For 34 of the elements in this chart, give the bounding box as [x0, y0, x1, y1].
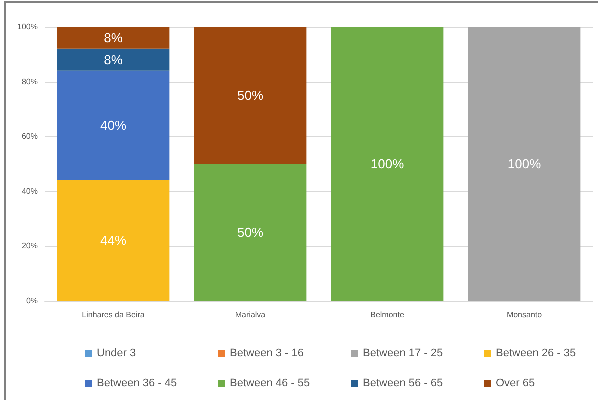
x-tick-label: Marialva: [235, 310, 266, 320]
legend-label: Between 17 - 25: [363, 348, 444, 360]
bar: [468, 27, 581, 301]
bar: [331, 27, 444, 301]
y-tick-label: 20%: [22, 242, 38, 251]
data-label: 8%: [104, 52, 124, 68]
data-label: 8%: [104, 30, 124, 46]
y-tick-label: 80%: [22, 77, 38, 86]
data-label: 50%: [237, 88, 264, 103]
bar: [57, 180, 170, 301]
data-label: 44%: [100, 233, 127, 248]
bar: [194, 164, 307, 301]
legend-label: Over 65: [496, 378, 536, 390]
bar: [57, 27, 170, 49]
legend-label: Between 46 - 55: [230, 378, 310, 390]
y-tick-label: 60%: [22, 132, 38, 142]
y-tick-label: 40%: [22, 186, 38, 196]
data-label: 100%: [370, 156, 405, 172]
bar: [194, 27, 307, 164]
legend-label: Between 26 - 35: [496, 348, 576, 360]
legend-label: Between 56 - 65: [363, 378, 444, 390]
legend-label: Between 3 - 16: [230, 348, 304, 360]
bar: [57, 48, 170, 71]
bar: [57, 70, 170, 180]
legend-label: Under 3: [97, 348, 136, 360]
legend-label: Between 36 - 45: [97, 378, 178, 390]
y-tick-label: 100%: [18, 22, 38, 32]
data-label: 40%: [100, 118, 127, 134]
data-label: 100%: [508, 156, 542, 172]
y-tick-label: 0%: [26, 296, 38, 306]
data-label: 50%: [237, 225, 264, 240]
x-tick-label: Linhares da Beira: [82, 310, 146, 320]
x-tick-label: Belmonte: [370, 310, 405, 320]
x-tick-label: Monsanto: [506, 310, 543, 320]
